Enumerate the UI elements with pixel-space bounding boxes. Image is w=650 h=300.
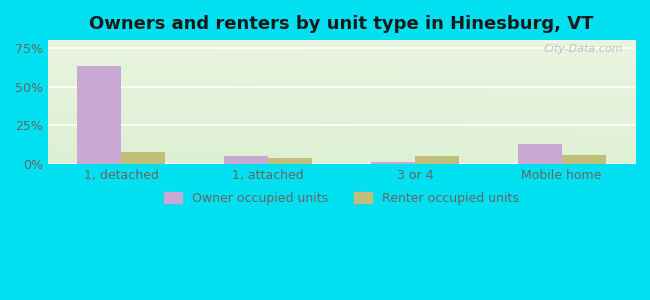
Bar xyxy=(268,158,312,164)
Bar xyxy=(224,157,268,164)
Title: Owners and renters by unit type in Hinesburg, VT: Owners and renters by unit type in Hines… xyxy=(89,15,593,33)
Bar xyxy=(77,67,122,164)
Bar xyxy=(415,157,459,164)
Bar xyxy=(562,155,606,164)
Bar xyxy=(517,144,562,164)
Text: City-Data.com: City-Data.com xyxy=(544,44,623,54)
Bar xyxy=(122,152,165,164)
Legend: Owner occupied units, Renter occupied units: Owner occupied units, Renter occupied un… xyxy=(159,187,524,210)
Bar xyxy=(370,162,415,164)
